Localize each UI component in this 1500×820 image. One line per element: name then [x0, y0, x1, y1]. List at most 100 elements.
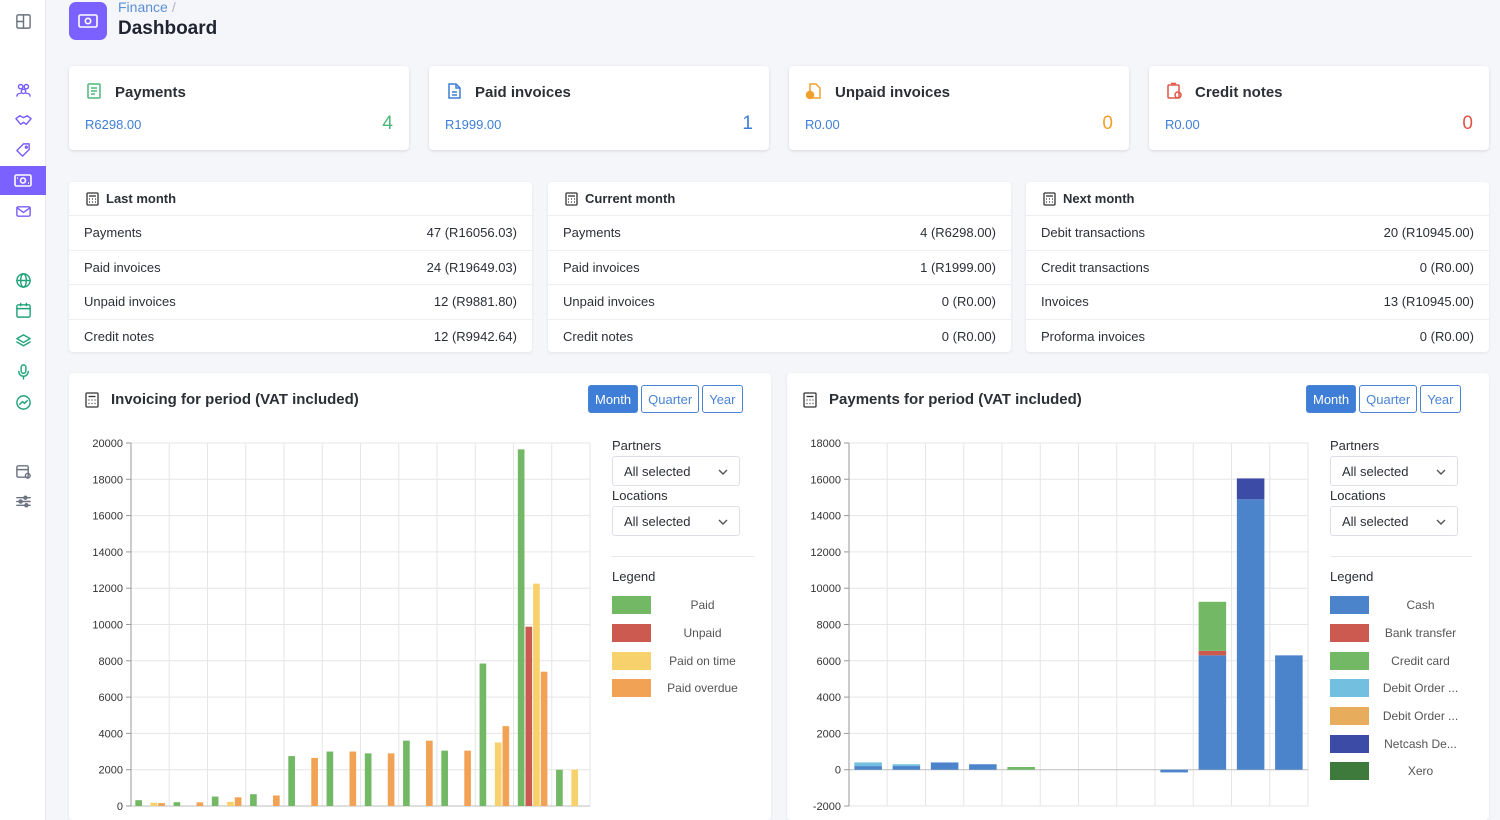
chart-bar	[426, 740, 433, 806]
analytics-circle-icon[interactable]	[11, 390, 35, 414]
kpi-amount: R1999.00	[445, 117, 502, 132]
legend-item[interactable]: Paid overdue	[612, 678, 754, 698]
y-tick-label: 16000	[92, 511, 123, 523]
partners-select[interactable]: All selected	[612, 456, 740, 486]
locations-select[interactable]: All selected	[1330, 506, 1458, 536]
breadcrumb-separator: /	[171, 0, 176, 15]
y-tick-label: 12000	[92, 583, 123, 595]
summary-row: Unpaid invoices 0 (R0.00)	[548, 285, 1011, 320]
breadcrumb: Finance /	[118, 0, 176, 15]
partners-label: Partners	[1330, 438, 1380, 453]
legend-item[interactable]: Credit card	[1330, 651, 1472, 671]
row-label: Credit transactions	[1041, 259, 1150, 275]
invoicing-chart-card: Invoicing for period (VAT included) Mont…	[69, 373, 771, 820]
select-value: All selected	[1342, 463, 1409, 479]
y-tick-label: 18000	[810, 438, 841, 450]
legend-item[interactable]: Unpaid	[612, 623, 754, 643]
kpi-card-unpaid-invoices[interactable]: Unpaid invoices R0.00 0	[789, 66, 1129, 150]
summary-title: Last month	[106, 191, 177, 206]
y-tick-label: 8000	[817, 620, 841, 632]
payments-filters: Partners All selected Locations All sele…	[1330, 435, 1472, 815]
kpi-count: 4	[382, 113, 393, 134]
summary-row: Credit notes 0 (R0.00)	[548, 320, 1011, 355]
payments-chart-card: Payments for period (VAT included) Month…	[787, 373, 1489, 820]
legend-text: Xero	[1407, 764, 1434, 778]
chart-bar	[525, 626, 533, 806]
chart-bar	[288, 756, 295, 806]
y-tick-label: 14000	[92, 547, 123, 559]
period-quarter-button[interactable]: Quarter	[641, 385, 700, 413]
globe-icon[interactable]	[11, 268, 35, 292]
chart-bar	[1275, 655, 1303, 770]
partners-select[interactable]: All selected	[1330, 456, 1458, 486]
summary-row: Credit transactions 0 (R0.00)	[1026, 251, 1489, 285]
chart-bar	[150, 802, 158, 806]
finance-nav-active[interactable]	[0, 166, 46, 195]
chart-bar	[969, 764, 997, 770]
layout-grid-icon[interactable]	[11, 9, 35, 33]
row-value: 13 (R10945.00)	[1383, 294, 1474, 310]
row-label: Invoices	[1041, 294, 1089, 310]
locations-label: Locations	[612, 488, 668, 503]
chart-bar	[1198, 650, 1227, 656]
tag-icon[interactable]	[11, 138, 35, 162]
period-month-button[interactable]: Month	[1306, 385, 1357, 413]
period-quarter-button[interactable]: Quarter	[1359, 385, 1418, 413]
chart-bar	[571, 769, 579, 806]
legend-item[interactable]: Paid on time	[612, 651, 754, 671]
layers-icon[interactable]	[11, 329, 35, 353]
legend-item[interactable]: Bank transfer	[1330, 623, 1472, 643]
sidebar	[0, 0, 46, 820]
kpi-title: Unpaid invoices	[835, 84, 951, 101]
chart-bar	[1007, 766, 1035, 770]
users-group-icon[interactable]	[11, 77, 35, 101]
kpi-title: Payments	[115, 84, 186, 101]
legend-swatch	[1330, 652, 1369, 670]
summary-row: Payments 47 (R16056.03)	[69, 216, 532, 251]
select-value: All selected	[624, 463, 691, 479]
mail-icon[interactable]	[11, 199, 35, 223]
row-value: 0 (R0.00)	[1419, 329, 1474, 345]
chart-bar	[349, 751, 357, 806]
chevron-down-icon	[1436, 469, 1446, 475]
kpi-card-paid-invoices[interactable]: Paid invoices R1999.00 1	[429, 66, 769, 150]
y-tick-label: 20000	[92, 438, 123, 450]
legend-item[interactable]: Netcash De...	[1330, 734, 1472, 754]
period-month-button[interactable]: Month	[588, 385, 639, 413]
finance-header-icon	[69, 2, 107, 40]
calculator-icon	[803, 392, 817, 413]
summary-row: Invoices 13 (R10945.00)	[1026, 285, 1489, 320]
summary-row: Paid invoices 1 (R1999.00)	[548, 251, 1011, 285]
y-tick-label: 10000	[810, 583, 841, 595]
row-label: Credit notes	[84, 329, 155, 345]
chart-bar	[854, 762, 882, 767]
chart-bar	[1160, 769, 1188, 773]
microphone-icon[interactable]	[11, 359, 35, 383]
chart-bar	[326, 751, 334, 806]
invoicing-filters: Partners All selected Locations All sele…	[612, 435, 754, 815]
legend-item[interactable]: Xero	[1330, 761, 1472, 781]
kpi-card-payments[interactable]: Payments R6298.00 4	[69, 66, 409, 150]
legend-item[interactable]: Debit Order ...	[1330, 678, 1472, 698]
payments-chart-title: Payments for period (VAT included)	[829, 391, 1082, 408]
legend-item[interactable]: Cash	[1330, 595, 1472, 615]
legend-item[interactable]: Debit Order ...	[1330, 706, 1472, 726]
sliders-icon[interactable]	[11, 489, 35, 513]
legend-item[interactable]: Paid	[612, 595, 754, 615]
chart-bar	[158, 803, 165, 806]
legend-swatch	[1330, 707, 1369, 725]
breadcrumb-finance-link[interactable]: Finance	[118, 0, 168, 15]
calendar-icon[interactable]	[11, 298, 35, 322]
locations-select[interactable]: All selected	[612, 506, 740, 536]
select-value: All selected	[1342, 513, 1409, 529]
y-tick-label: 0	[835, 765, 841, 777]
legend-text: Unpaid	[683, 626, 722, 640]
row-value: 0 (R0.00)	[941, 329, 996, 345]
period-year-button[interactable]: Year	[702, 385, 743, 413]
legend-swatch	[612, 596, 651, 614]
handshake-icon[interactable]	[11, 108, 35, 132]
summary-row: Paid invoices 24 (R19649.03)	[69, 251, 532, 285]
period-year-button[interactable]: Year	[1420, 385, 1461, 413]
calendar-settings-icon[interactable]	[11, 459, 35, 483]
kpi-card-credit-notes[interactable]: Credit notes R0.00 0	[1149, 66, 1489, 150]
